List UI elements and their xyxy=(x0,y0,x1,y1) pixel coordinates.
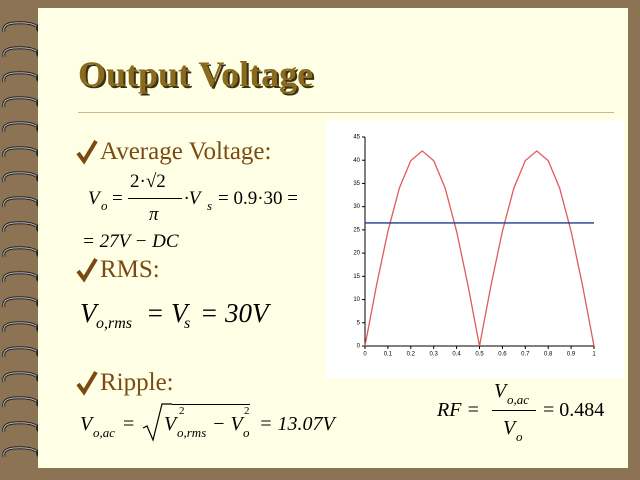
y-tick-label: 40 xyxy=(353,158,360,164)
result: = 0.9·30 = xyxy=(218,188,299,209)
subscript: o,rms xyxy=(96,315,133,332)
symbol: V xyxy=(80,298,97,328)
subscript: o,ac xyxy=(507,392,530,407)
superscript: 2 xyxy=(179,405,185,417)
x-tick-label: 0.5 xyxy=(475,352,484,358)
y-tick-label: 35 xyxy=(353,181,360,187)
numerator: V xyxy=(494,380,507,402)
x-tick-label: 0 xyxy=(363,352,367,358)
y-tick-label: 30 xyxy=(353,204,360,210)
symbol: − V xyxy=(212,413,243,435)
operator: = xyxy=(123,413,135,435)
result: = 30V xyxy=(200,298,269,328)
symbol: V xyxy=(164,413,177,435)
fraction-bar xyxy=(492,410,536,411)
subscript: o,ac xyxy=(93,425,116,440)
bullet: Average Voltage: xyxy=(100,138,272,165)
symbol: V xyxy=(80,413,93,435)
title-rule xyxy=(78,112,614,113)
checkmark xyxy=(76,139,98,165)
y-tick-label: 20 xyxy=(353,251,360,257)
x-tick-label: 0.3 xyxy=(430,352,439,358)
symbol: V xyxy=(88,188,100,209)
x-tick-label: 0.2 xyxy=(407,352,416,358)
x-tick-label: 0.1 xyxy=(384,352,393,358)
numerator: 2·√2 xyxy=(130,171,166,192)
superscript: 2 xyxy=(244,405,250,417)
result: = 13.07V xyxy=(259,413,335,435)
symbol: RF = xyxy=(437,399,480,421)
denominator: π xyxy=(149,204,159,225)
factor: ·V xyxy=(184,188,201,209)
y-tick-label: 25 xyxy=(353,227,360,233)
subscript: o xyxy=(516,429,523,444)
chart: 0 5 10 15 20 25 30 35 40 45 0 0.1 0.2 0.3 0.4 0.5 0.6 0.7… xyxy=(326,120,624,378)
x-tick-label: 1 xyxy=(592,352,596,358)
checkmark xyxy=(76,257,98,283)
subscript: o xyxy=(243,425,250,440)
subscript: o xyxy=(101,198,108,213)
denominator: V xyxy=(503,417,516,439)
bullet: RMS: xyxy=(100,256,160,283)
result: = 27V − DC xyxy=(82,231,179,252)
x-tick-label: 0.7 xyxy=(521,352,530,358)
result: = 0.484 xyxy=(543,399,605,421)
x-tick-label: 0.4 xyxy=(452,352,461,358)
radical-sign xyxy=(142,403,172,442)
y-tick-label: 5 xyxy=(357,320,361,326)
y-tick-label: 15 xyxy=(353,274,360,280)
operator: = xyxy=(112,188,123,209)
subscript: o,rms xyxy=(177,425,207,440)
subscript: s xyxy=(184,315,191,332)
fraction-bar xyxy=(128,198,182,199)
x-tick-label: 0.9 xyxy=(567,352,576,358)
y-tick-label: 0 xyxy=(357,344,361,350)
bullet: Ripple: xyxy=(100,369,174,396)
radical-bar xyxy=(172,404,250,405)
y-tick-label: 10 xyxy=(353,297,360,303)
spiral-binding xyxy=(0,18,40,458)
symbol: = V xyxy=(146,298,188,328)
subscript: s xyxy=(207,198,213,213)
x-tick-label: 0.8 xyxy=(544,352,553,358)
y-tick-label: 45 xyxy=(353,135,360,141)
x-tick-label: 0.6 xyxy=(498,352,507,358)
checkmark xyxy=(76,370,98,396)
data-line xyxy=(364,150,595,347)
slide-title: Output Voltage xyxy=(78,54,314,94)
